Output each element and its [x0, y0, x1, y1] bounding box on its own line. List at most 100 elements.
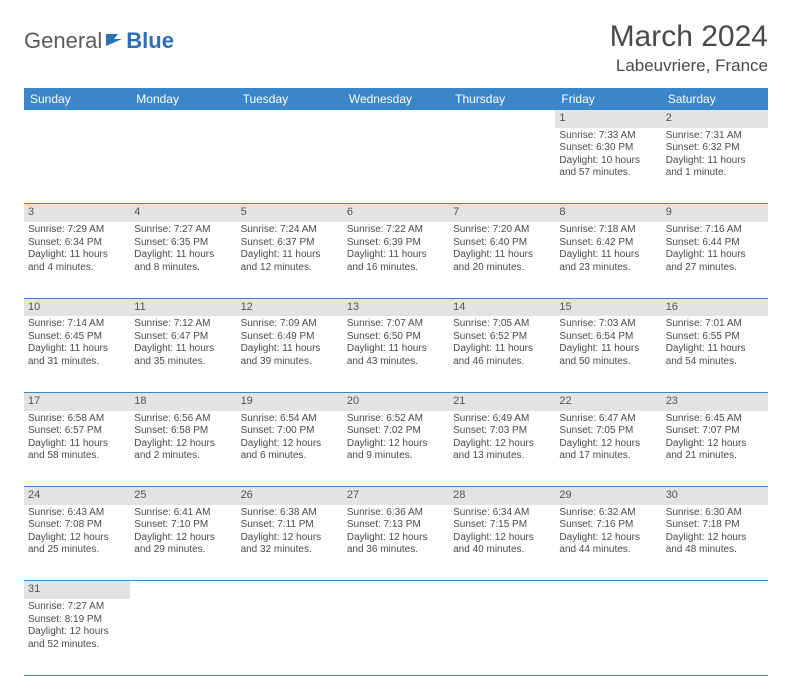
day-content-row: Sunrise: 6:43 AMSunset: 7:08 PMDaylight:… — [24, 505, 768, 581]
sunset-text: Sunset: 7:18 PM — [666, 519, 764, 532]
daylight-text: Daylight: 12 hours and 17 minutes. — [559, 438, 657, 463]
day-number: 23 — [662, 392, 768, 410]
sunrise-text: Sunrise: 6:45 AM — [666, 413, 764, 426]
sunrise-text: Sunrise: 7:29 AM — [28, 224, 126, 237]
sunrise-text: Sunrise: 6:34 AM — [453, 507, 551, 520]
day-number — [343, 581, 449, 599]
header: GeneralBlue March 2024 Labeuvriere, Fran… — [24, 20, 768, 76]
daylight-text: Daylight: 11 hours and 31 minutes. — [28, 343, 126, 368]
day-number: 18 — [130, 392, 236, 410]
day-cell: Sunrise: 6:58 AMSunset: 6:57 PMDaylight:… — [24, 411, 130, 487]
daylight-text: Daylight: 11 hours and 43 minutes. — [347, 343, 445, 368]
sunrise-text: Sunrise: 6:54 AM — [241, 413, 339, 426]
sunset-text: Sunset: 6:57 PM — [28, 425, 126, 438]
sunset-text: Sunset: 6:58 PM — [134, 425, 232, 438]
day-cell: Sunrise: 6:41 AMSunset: 7:10 PMDaylight:… — [130, 505, 236, 581]
daylight-text: Daylight: 12 hours and 9 minutes. — [347, 438, 445, 463]
sunset-text: Sunset: 6:50 PM — [347, 331, 445, 344]
daylight-text: Daylight: 11 hours and 20 minutes. — [453, 249, 551, 274]
daylight-text: Daylight: 11 hours and 46 minutes. — [453, 343, 551, 368]
sunset-text: Sunset: 7:03 PM — [453, 425, 551, 438]
sunrise-text: Sunrise: 7:18 AM — [559, 224, 657, 237]
day-content-row: Sunrise: 6:58 AMSunset: 6:57 PMDaylight:… — [24, 411, 768, 487]
sunset-text: Sunset: 7:02 PM — [347, 425, 445, 438]
daylight-text: Daylight: 12 hours and 52 minutes. — [28, 626, 126, 651]
sunrise-text: Sunrise: 6:32 AM — [559, 507, 657, 520]
day-cell — [449, 599, 555, 675]
day-number: 22 — [555, 392, 661, 410]
day-cell: Sunrise: 7:22 AMSunset: 6:39 PMDaylight:… — [343, 222, 449, 298]
sunset-text: Sunset: 8:19 PM — [28, 614, 126, 627]
sunrise-text: Sunrise: 6:49 AM — [453, 413, 551, 426]
day-number: 24 — [24, 487, 130, 505]
sunrise-text: Sunrise: 7:22 AM — [347, 224, 445, 237]
sunset-text: Sunset: 7:08 PM — [28, 519, 126, 532]
daylight-text: Daylight: 11 hours and 27 minutes. — [666, 249, 764, 274]
day-number — [555, 581, 661, 599]
day-cell: Sunrise: 6:43 AMSunset: 7:08 PMDaylight:… — [24, 505, 130, 581]
sunrise-text: Sunrise: 6:41 AM — [134, 507, 232, 520]
daylight-text: Daylight: 12 hours and 25 minutes. — [28, 532, 126, 557]
day-cell: Sunrise: 7:27 AMSunset: 8:19 PMDaylight:… — [24, 599, 130, 675]
sunset-text: Sunset: 6:39 PM — [347, 237, 445, 250]
day-number — [449, 581, 555, 599]
day-cell: Sunrise: 6:36 AMSunset: 7:13 PMDaylight:… — [343, 505, 449, 581]
day-number: 28 — [449, 487, 555, 505]
day-cell: Sunrise: 6:54 AMSunset: 7:00 PMDaylight:… — [237, 411, 343, 487]
sunset-text: Sunset: 6:44 PM — [666, 237, 764, 250]
day-number: 19 — [237, 392, 343, 410]
day-number: 26 — [237, 487, 343, 505]
day-number: 1 — [555, 110, 661, 128]
day-number-row: 17181920212223 — [24, 392, 768, 410]
day-cell: Sunrise: 7:12 AMSunset: 6:47 PMDaylight:… — [130, 316, 236, 392]
logo-flag-icon — [104, 28, 124, 54]
sunset-text: Sunset: 7:05 PM — [559, 425, 657, 438]
day-number — [24, 110, 130, 128]
daylight-text: Daylight: 12 hours and 36 minutes. — [347, 532, 445, 557]
sunrise-text: Sunrise: 7:14 AM — [28, 318, 126, 331]
day-number — [237, 110, 343, 128]
sunset-text: Sunset: 6:54 PM — [559, 331, 657, 344]
day-number: 4 — [130, 204, 236, 222]
sunrise-text: Sunrise: 6:52 AM — [347, 413, 445, 426]
daylight-text: Daylight: 12 hours and 2 minutes. — [134, 438, 232, 463]
day-number: 2 — [662, 110, 768, 128]
daylight-text: Daylight: 12 hours and 21 minutes. — [666, 438, 764, 463]
sunset-text: Sunset: 7:00 PM — [241, 425, 339, 438]
sunrise-text: Sunrise: 7:27 AM — [134, 224, 232, 237]
weekday-header: Monday — [130, 88, 236, 110]
day-number-row: 10111213141516 — [24, 298, 768, 316]
sunrise-text: Sunrise: 7:09 AM — [241, 318, 339, 331]
day-number: 20 — [343, 392, 449, 410]
sunrise-text: Sunrise: 6:56 AM — [134, 413, 232, 426]
day-number: 14 — [449, 298, 555, 316]
sunrise-text: Sunrise: 7:01 AM — [666, 318, 764, 331]
day-cell: Sunrise: 7:09 AMSunset: 6:49 PMDaylight:… — [237, 316, 343, 392]
daylight-text: Daylight: 11 hours and 1 minute. — [666, 155, 764, 180]
daylight-text: Daylight: 12 hours and 48 minutes. — [666, 532, 764, 557]
day-cell: Sunrise: 6:52 AMSunset: 7:02 PMDaylight:… — [343, 411, 449, 487]
day-cell: Sunrise: 7:14 AMSunset: 6:45 PMDaylight:… — [24, 316, 130, 392]
day-number-row: 24252627282930 — [24, 487, 768, 505]
sunset-text: Sunset: 6:47 PM — [134, 331, 232, 344]
daylight-text: Daylight: 10 hours and 57 minutes. — [559, 155, 657, 180]
day-cell: Sunrise: 7:20 AMSunset: 6:40 PMDaylight:… — [449, 222, 555, 298]
day-number — [662, 581, 768, 599]
location: Labeuvriere, France — [610, 56, 768, 76]
day-cell — [237, 599, 343, 675]
day-number: 12 — [237, 298, 343, 316]
day-cell: Sunrise: 7:05 AMSunset: 6:52 PMDaylight:… — [449, 316, 555, 392]
sunrise-text: Sunrise: 7:03 AM — [559, 318, 657, 331]
day-number: 8 — [555, 204, 661, 222]
weekday-header: Saturday — [662, 88, 768, 110]
sunset-text: Sunset: 7:16 PM — [559, 519, 657, 532]
sunrise-text: Sunrise: 7:16 AM — [666, 224, 764, 237]
day-number: 27 — [343, 487, 449, 505]
weekday-header-row: Sunday Monday Tuesday Wednesday Thursday… — [24, 88, 768, 110]
daylight-text: Daylight: 12 hours and 44 minutes. — [559, 532, 657, 557]
day-number: 25 — [130, 487, 236, 505]
day-number — [237, 581, 343, 599]
day-cell — [24, 128, 130, 204]
day-cell — [130, 128, 236, 204]
day-number: 9 — [662, 204, 768, 222]
